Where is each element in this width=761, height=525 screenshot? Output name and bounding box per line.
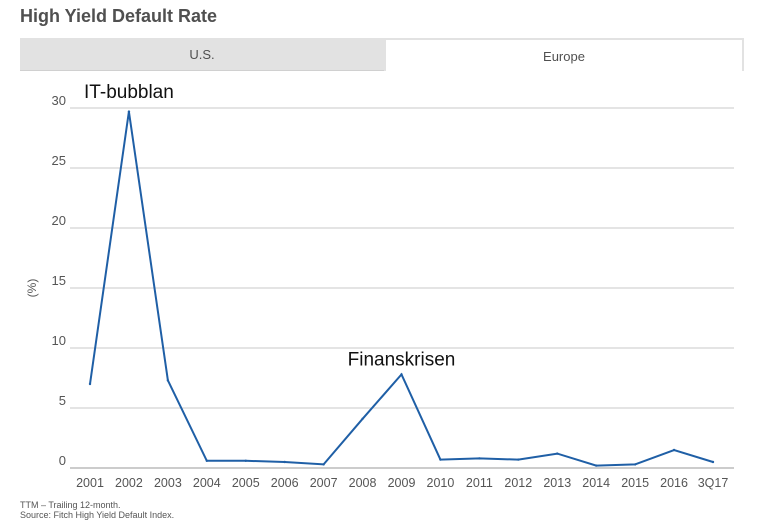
- data-point-2010: [439, 458, 442, 461]
- data-point-2011: [478, 457, 481, 460]
- x-tick-label-2011: 2011: [466, 476, 493, 490]
- x-tick-label-2016: 2016: [660, 476, 688, 490]
- y-axis-label: (%): [25, 279, 39, 298]
- tab-us[interactable]: U.S.: [189, 47, 215, 62]
- y-tick-label-5: 5: [59, 393, 66, 408]
- y-tick-label-15: 15: [52, 273, 66, 288]
- region-tabs: U.S. Europe: [20, 38, 744, 71]
- x-tick-label-2007: 2007: [310, 476, 338, 490]
- x-tick-label-2010: 2010: [427, 476, 455, 490]
- x-tick-label-2009: 2009: [388, 476, 416, 490]
- data-point-2015: [633, 463, 637, 466]
- data-point-2004: [205, 459, 209, 462]
- data-point-2006: [283, 460, 286, 464]
- x-tick-label-2004: 2004: [193, 476, 221, 490]
- x-tick-label-2015: 2015: [621, 476, 649, 490]
- y-tick-label-20: 20: [52, 213, 66, 228]
- x-tick-label-2012: 2012: [504, 476, 532, 490]
- series-line-0: [89, 111, 714, 467]
- data-point-3Q17: [711, 460, 715, 464]
- x-tick-label-2002: 2002: [115, 476, 143, 490]
- tab-europe[interactable]: Europe: [384, 38, 744, 71]
- chart-title: High Yield Default Rate: [20, 6, 218, 26]
- data-point-2007: [322, 463, 325, 466]
- data-point-2014: [594, 464, 598, 467]
- data-point-2003: [166, 379, 170, 382]
- data-point-2008: [361, 417, 364, 420]
- data-point-2002: [127, 110, 131, 113]
- y-tick-label-25: 25: [52, 153, 66, 168]
- data-point-2016: [672, 448, 676, 452]
- x-tick-label-2003: 2003: [154, 476, 182, 490]
- footnote-source: Source: Fitch High Yield Default Index.: [20, 510, 175, 520]
- default-rate-chart: 0 5 10 15 20 25 30 (%) 2001 2002 2003 2004 2005 2006 2…: [25, 82, 734, 490]
- data-point-2009: [400, 373, 403, 376]
- y-tick-label-0: 0: [59, 453, 66, 468]
- data-point-2012: [517, 458, 520, 461]
- y-tick-label-10: 10: [52, 333, 66, 348]
- annotation-financial-crisis: Finanskrisen: [348, 350, 456, 371]
- data-point-2013: [556, 452, 559, 455]
- x-tick-label-3Q17: 3Q17: [698, 476, 729, 490]
- x-tick-label-2001: 2001: [76, 476, 104, 490]
- x-tick-label-2005: 2005: [232, 476, 260, 490]
- y-tick-label-30: 30: [52, 93, 66, 108]
- data-point-2001: [88, 382, 92, 386]
- data-point-2005: [244, 459, 247, 462]
- x-tick-label-2013: 2013: [543, 476, 571, 490]
- annotation-it-bubble: IT-bubblan: [84, 82, 174, 103]
- x-tick-label-2014: 2014: [582, 476, 610, 490]
- x-tick-label-2008: 2008: [349, 476, 377, 490]
- x-tick-label-2006: 2006: [271, 476, 299, 490]
- footnote-ttm: TTM – Trailing 12-month.: [20, 500, 121, 510]
